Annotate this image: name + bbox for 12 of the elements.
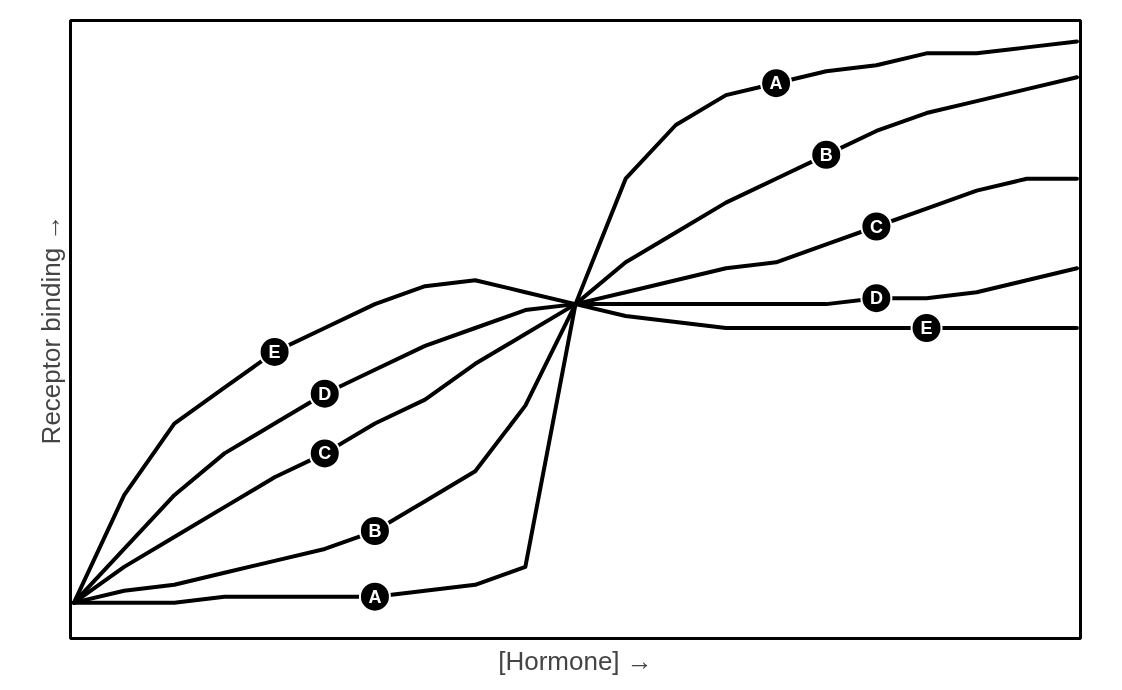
y-axis-title: Receptor binding → [35, 214, 66, 445]
text: C [869, 216, 883, 237]
series-label: B [368, 521, 382, 542]
text: A [769, 73, 783, 94]
series-label: A [368, 586, 382, 607]
series-label: C [318, 443, 332, 464]
x-axis-title: [Hormone] → [498, 645, 653, 676]
text: D [869, 288, 883, 309]
text: E [920, 318, 933, 339]
series-label: E [268, 341, 281, 362]
text: B [819, 144, 833, 165]
series-label: D [318, 383, 332, 404]
